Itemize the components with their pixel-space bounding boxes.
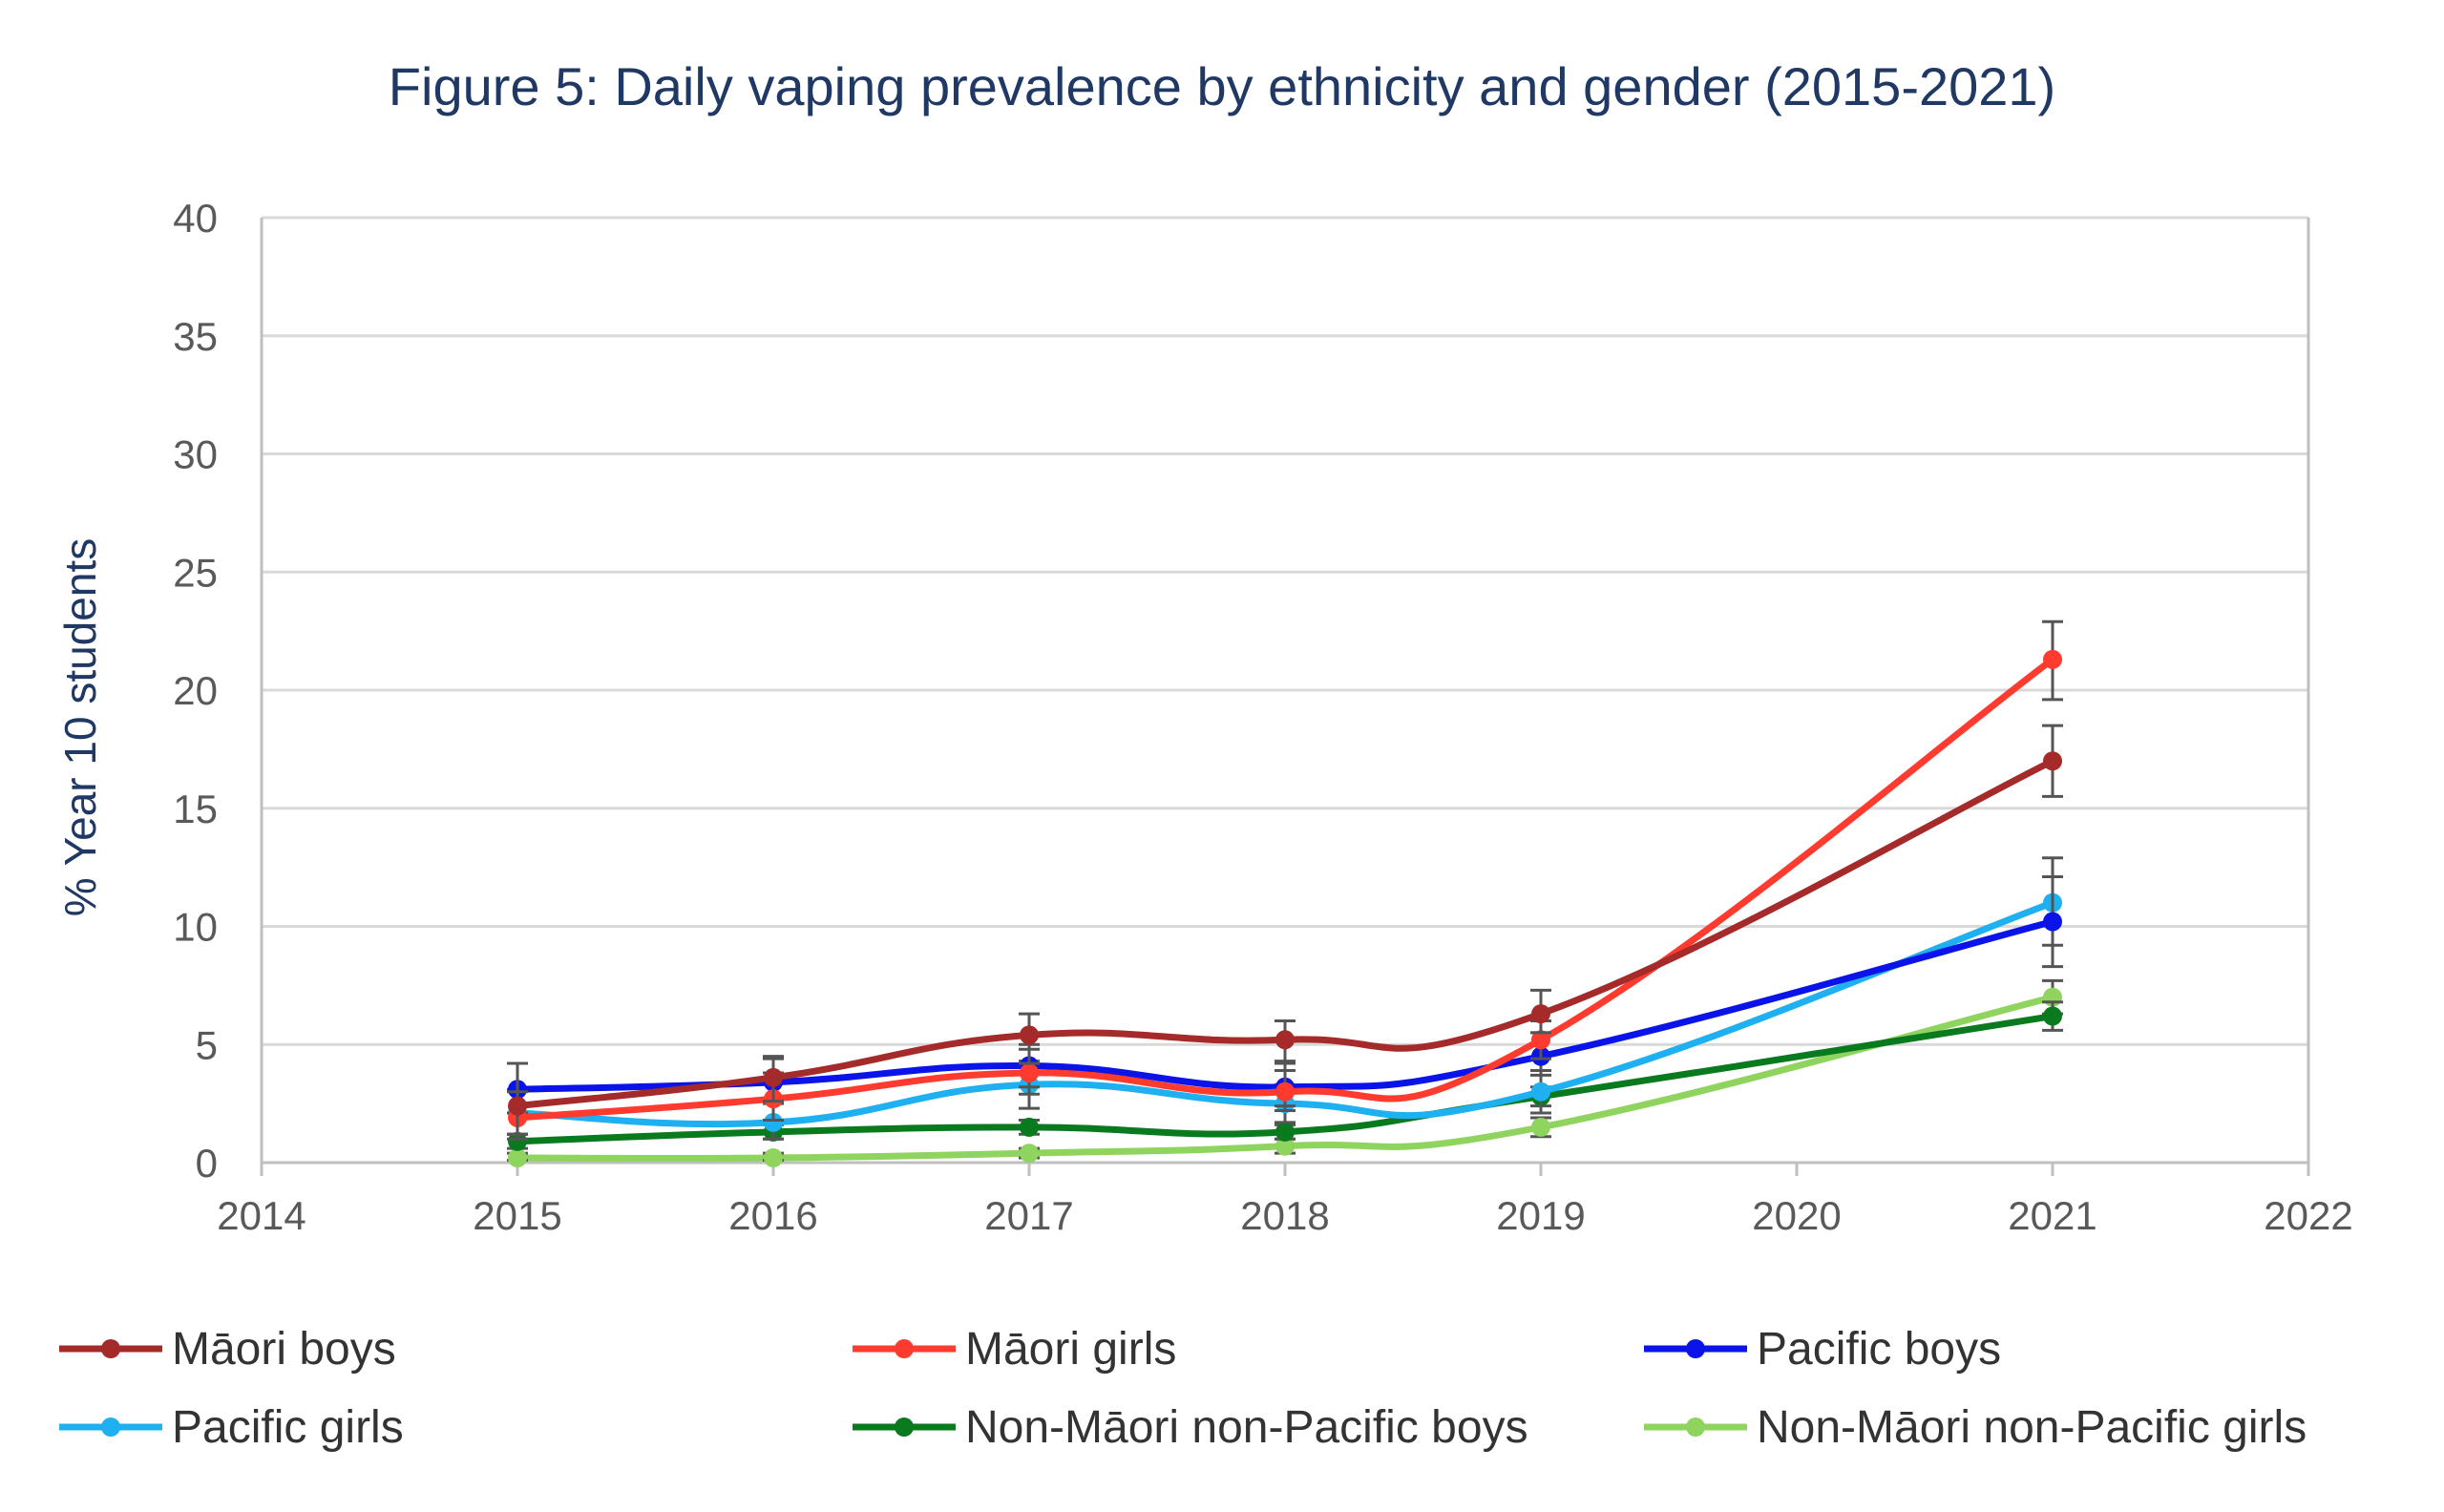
legend-item-1: Māori girls: [853, 1324, 1176, 1375]
legend-label: Pacific girls: [172, 1402, 404, 1453]
data-point: [764, 1112, 783, 1132]
series-line: [514, 899, 2056, 1128]
x-tick-label: 2018: [1240, 1193, 1329, 1238]
x-tick-labels: 2014 2015 2016 2017 2018 2019 2020 2021 2022: [217, 1193, 2352, 1238]
axes: [260, 218, 2310, 1176]
data-point: [508, 1131, 527, 1151]
legend-swatch-marker: [1686, 1418, 1705, 1437]
legend-swatch-marker: [101, 1418, 120, 1437]
data-point: [1531, 1004, 1550, 1024]
data-point: [2043, 649, 2062, 669]
data-point: [1020, 1117, 1039, 1137]
x-tick-label: 2019: [1496, 1193, 1585, 1238]
y-tick-labels: 0 5 10 15 20 25 30 35 40: [173, 196, 218, 1186]
y-tick-label: 15: [173, 787, 218, 831]
legend-label: Non-Māori non-Pacific boys: [965, 1402, 1528, 1453]
series-0: [507, 724, 2063, 1136]
data-point: [1275, 1136, 1295, 1156]
data-point: [1275, 1122, 1295, 1142]
x-tick-label: 2021: [2008, 1193, 2096, 1238]
data-point: [508, 1148, 527, 1168]
legend-label: Non-Māori non-Pacific girls: [1757, 1402, 2307, 1453]
x-tick-label: 2014: [217, 1193, 306, 1238]
y-tick-label: 5: [196, 1022, 218, 1067]
series-line: [514, 757, 2056, 1110]
x-tick-label: 2022: [2264, 1193, 2352, 1238]
legend-label: Pacific boys: [1757, 1324, 2001, 1375]
data-point: [764, 1067, 783, 1087]
data-point: [1531, 1082, 1550, 1102]
data-point: [1020, 1025, 1039, 1045]
data-point: [1275, 1030, 1295, 1050]
data-point: [1531, 1030, 1550, 1050]
legend: Māori boys Māori girls Pacific boys Pacific…: [59, 1324, 2307, 1453]
legend-label: Māori boys: [172, 1324, 396, 1375]
x-tick-label: 2017: [984, 1193, 1073, 1238]
legend-item-4: Non-Māori non-Pacific boys: [853, 1402, 1528, 1453]
legend-item-2: Pacific boys: [1644, 1324, 2001, 1375]
legend-swatch-marker: [895, 1339, 914, 1358]
data-point: [1020, 1144, 1039, 1164]
data-point: [1531, 1117, 1550, 1137]
data-point: [2043, 1006, 2062, 1026]
legend-swatch-marker: [101, 1339, 120, 1358]
data-point: [2043, 912, 2062, 932]
y-axis-label: % Year 10 students: [55, 538, 105, 916]
y-tick-label: 0: [196, 1141, 218, 1186]
y-tick-label: 10: [173, 905, 218, 950]
x-tick-label: 2016: [728, 1193, 817, 1238]
data-point: [1020, 1062, 1039, 1082]
x-tick-label: 2015: [473, 1193, 561, 1238]
y-tick-label: 20: [173, 668, 218, 713]
x-tick-label: 2020: [1752, 1193, 1841, 1238]
legend-swatch-marker: [895, 1418, 914, 1437]
data-point: [2043, 751, 2062, 771]
legend-swatch-marker: [1686, 1339, 1705, 1358]
legend-label: Māori girls: [965, 1324, 1176, 1375]
data-point: [764, 1148, 783, 1168]
series-line: [514, 918, 2056, 1093]
series-line: [514, 1013, 2056, 1145]
legend-item-5: Non-Māori non-Pacific girls: [1644, 1402, 2307, 1453]
data-point: [1275, 1082, 1295, 1102]
y-tick-label: 30: [173, 432, 218, 477]
data-point: [508, 1096, 527, 1116]
gridlines: [262, 216, 2308, 1046]
y-tick-label: 25: [173, 550, 218, 595]
legend-item-0: Māori boys: [59, 1324, 396, 1375]
y-tick-label: 40: [173, 196, 218, 241]
series-line: [514, 994, 2056, 1163]
chart-title: Figure 5: Daily vaping prevalence by eth…: [389, 56, 2055, 116]
legend-item-3: Pacific girls: [59, 1402, 404, 1453]
y-tick-label: 35: [173, 314, 218, 359]
series-lines: [507, 620, 2063, 1168]
